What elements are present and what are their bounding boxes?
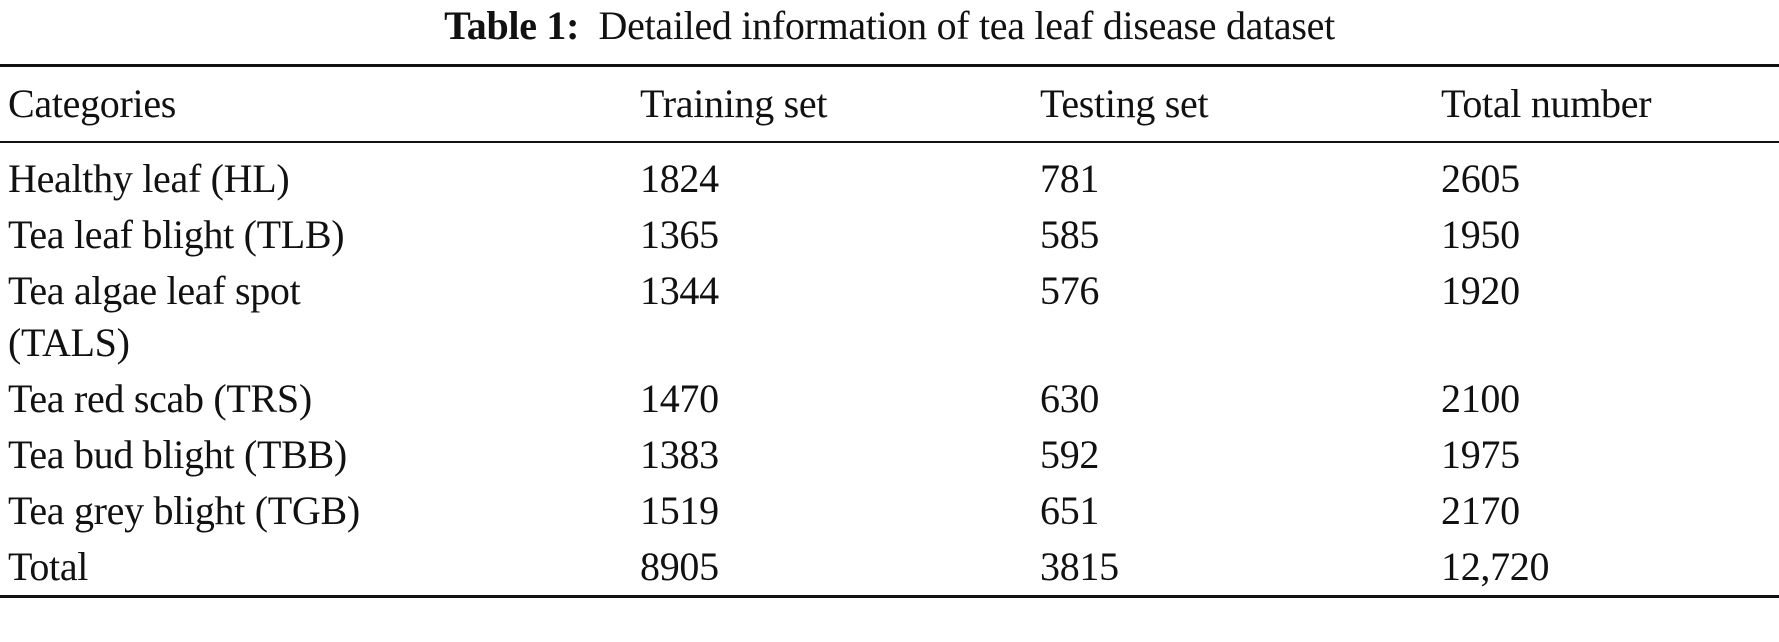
total-cell: 12,720 — [1441, 544, 1550, 589]
category-cell: Tea red scab (TRS) — [8, 376, 312, 421]
total-cell: 2100 — [1441, 376, 1520, 421]
header-total-number: Total number — [1441, 81, 1652, 126]
table-row: Tea red scab (TRS) 1470 630 2100 — [0, 369, 1779, 425]
table-header-row: Categories Training set Testing set Tota… — [0, 65, 1779, 142]
table-row: Tea leaf blight (TLB) 1365 585 1950 — [0, 205, 1779, 261]
table-row: Tea algae leaf spot (TALS) 1344 576 1920 — [0, 261, 1779, 369]
header-categories: Categories — [8, 81, 177, 126]
table-caption: Table 1: Detailed information of tea lea… — [0, 0, 1779, 50]
testing-cell: 630 — [1040, 376, 1100, 421]
testing-cell: 576 — [1040, 268, 1100, 313]
training-cell: 8905 — [640, 544, 719, 589]
dataset-table-container: Categories Training set Testing set Tota… — [0, 64, 1779, 598]
category-cell: Healthy leaf (HL) — [8, 156, 290, 201]
testing-cell: 585 — [1040, 212, 1100, 257]
testing-cell: 651 — [1040, 488, 1100, 533]
table-row: Tea grey blight (TGB) 1519 651 2170 — [0, 481, 1779, 537]
category-cell: Tea leaf blight (TLB) — [8, 212, 345, 257]
header-testing-set: Testing set — [1040, 81, 1209, 126]
table-row: Healthy leaf (HL) 1824 781 2605 — [0, 142, 1779, 205]
category-cell: Tea bud blight (TBB) — [8, 432, 347, 477]
table-row: Tea bud blight (TBB) 1383 592 1975 — [0, 425, 1779, 481]
training-cell: 1519 — [640, 488, 719, 533]
total-cell: 1920 — [1441, 268, 1520, 313]
training-cell: 1383 — [640, 432, 719, 477]
testing-cell: 781 — [1040, 156, 1100, 201]
caption-label: Table 1: — [444, 3, 580, 48]
training-cell: 1344 — [640, 268, 719, 313]
header-training-set: Training set — [640, 81, 828, 126]
table-total-row: Total 8905 3815 12,720 — [0, 537, 1779, 597]
training-cell: 1824 — [640, 156, 719, 201]
category-text: Tea algae leaf spot (TALS) — [8, 268, 301, 365]
caption-text: Detailed information of tea leaf disease… — [598, 3, 1336, 48]
total-cell: 2170 — [1441, 488, 1520, 533]
total-cell: 2605 — [1441, 156, 1520, 201]
category-cell: Total — [8, 544, 89, 589]
training-cell: 1470 — [640, 376, 719, 421]
testing-cell: 592 — [1040, 432, 1100, 477]
testing-cell: 3815 — [1040, 544, 1119, 589]
category-cell: Tea grey blight (TGB) — [8, 488, 360, 533]
total-cell: 1950 — [1441, 212, 1520, 257]
dataset-table: Categories Training set Testing set Tota… — [0, 64, 1779, 598]
total-cell: 1975 — [1441, 432, 1520, 477]
training-cell: 1365 — [640, 212, 719, 257]
category-cell: Tea algae leaf spot (TALS) — [0, 261, 632, 369]
